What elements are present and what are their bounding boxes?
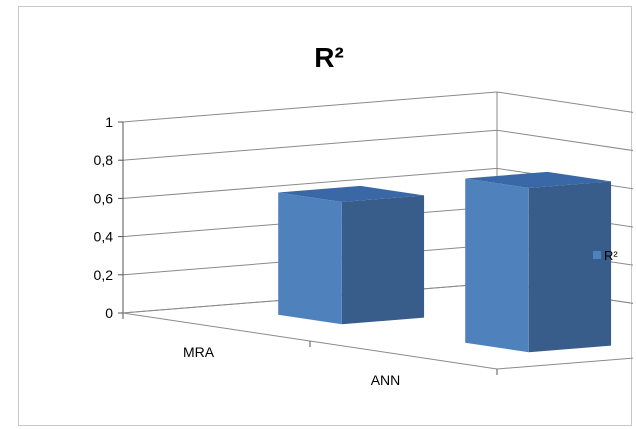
y-tick-label: 0,4 bbox=[94, 229, 114, 245]
y-tick-label: 1 bbox=[105, 114, 113, 130]
x-category-label: MRA bbox=[183, 344, 215, 360]
x-category-label: ANN bbox=[371, 372, 401, 388]
chart-frame: R² 0 0,2 0,4 0,6 0,8 1 MRA ANN R² bbox=[18, 6, 633, 426]
legend: R² bbox=[593, 248, 618, 263]
bar-front bbox=[465, 178, 529, 353]
y-tick-label: 0,6 bbox=[94, 190, 114, 206]
chart-title: R² bbox=[314, 42, 344, 73]
bar-front bbox=[278, 192, 342, 325]
y-tick-label: 0,8 bbox=[94, 152, 114, 168]
legend-swatch bbox=[593, 251, 601, 259]
bar-mra bbox=[278, 185, 425, 325]
y-tick-label: 0 bbox=[105, 305, 113, 321]
bar-side bbox=[341, 195, 425, 325]
y-axis-ticks: 0 0,2 0,4 0,6 0,8 1 bbox=[94, 114, 114, 321]
bars bbox=[278, 171, 612, 353]
bar-ann bbox=[465, 171, 612, 353]
y-tick-label: 0,2 bbox=[94, 267, 114, 283]
bar-top bbox=[278, 185, 425, 203]
x-axis-categories: MRA ANN bbox=[183, 344, 400, 388]
chart-area: R² 0 0,2 0,4 0,6 0,8 1 MRA ANN R² bbox=[94, 42, 633, 388]
bar-top bbox=[465, 171, 612, 188]
legend-label: R² bbox=[604, 248, 618, 263]
bar-side bbox=[528, 181, 612, 353]
